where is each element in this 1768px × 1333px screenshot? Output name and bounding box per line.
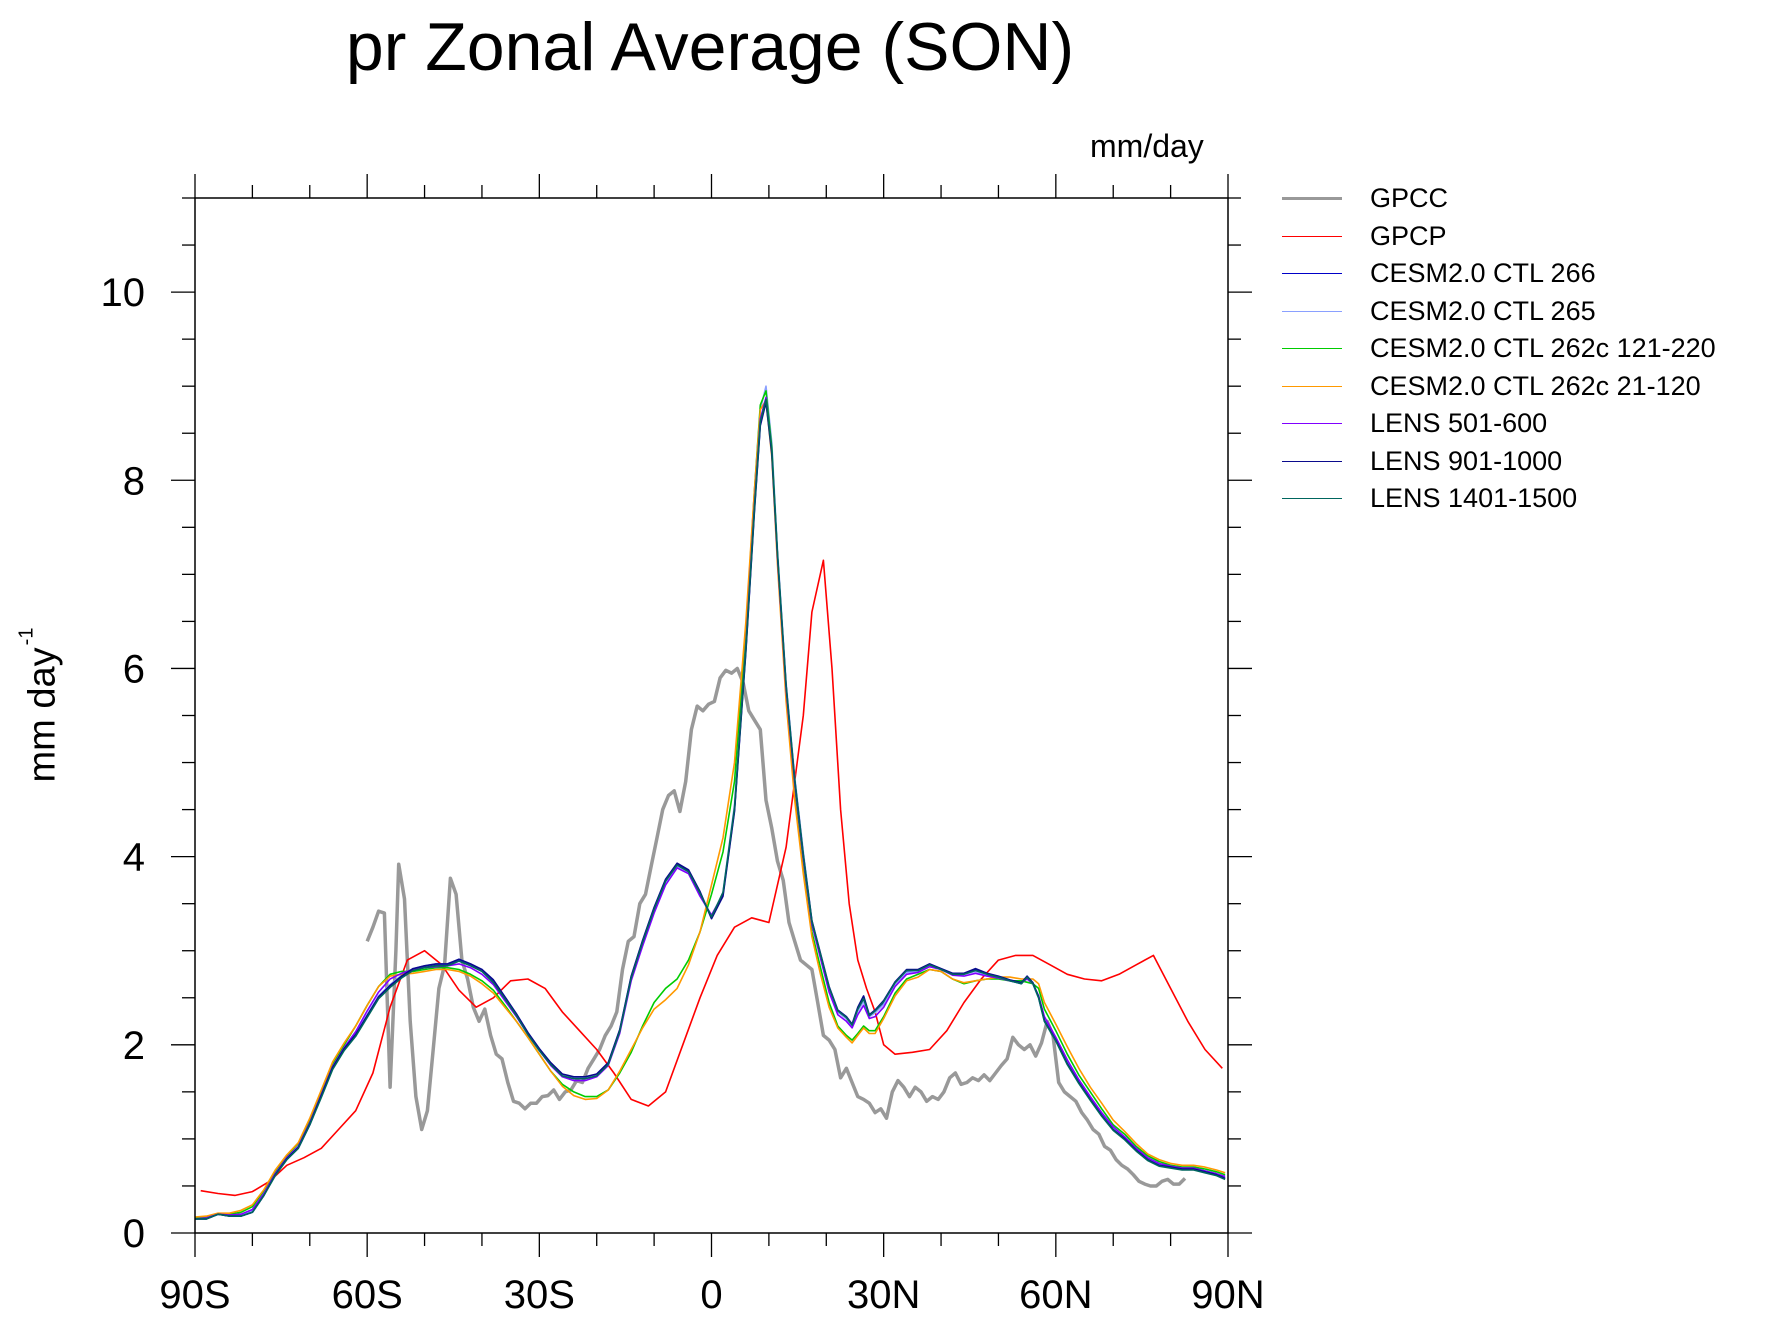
series-line-lens-1401-1500: [195, 398, 1226, 1220]
legend-label: GPCP: [1370, 220, 1447, 251]
series-line-cesm2-0-ctl-265: [195, 385, 1226, 1219]
y-tick-label: 8: [123, 459, 145, 503]
legend-label: LENS 501-600: [1370, 408, 1548, 439]
plot-frame: [194, 197, 1229, 1234]
y-tick-label: 4: [123, 836, 145, 880]
x-tick-label: 90N: [1191, 1273, 1264, 1317]
series-line-cesm2-0-ctl-262c-21-120: [194, 399, 1226, 1218]
legend-swatch: [1282, 273, 1342, 275]
x-tick-label: 30S: [504, 1273, 575, 1317]
legend-item: GPCP: [1282, 218, 1716, 256]
x-tick-label: 60N: [1019, 1273, 1092, 1317]
legend-label: LENS 901-1000: [1370, 445, 1563, 476]
series-layer: [194, 385, 1226, 1220]
legend-swatch: [1282, 423, 1342, 425]
legend-item: CESM2.0 CTL 265: [1282, 293, 1716, 331]
legend-item: LENS 501-600: [1282, 405, 1716, 443]
series-line-gpcp: [200, 559, 1223, 1197]
legend-item: GPCC: [1282, 180, 1716, 218]
series-line-gpcc: [365, 666, 1187, 1188]
legend-label: GPCC: [1370, 183, 1449, 214]
x-tick-label: 90S: [159, 1273, 230, 1317]
legend-label: CESM2.0 CTL 266: [1370, 258, 1596, 289]
legend-label: CESM2.0 CTL 262c 121-220: [1370, 333, 1716, 364]
legend-swatch: [1282, 235, 1342, 237]
legend-swatch: [1282, 460, 1342, 462]
legend-item: LENS 1401-1500: [1282, 480, 1716, 518]
legend-label: CESM2.0 CTL 265: [1370, 295, 1596, 326]
x-tick-label: 60S: [332, 1273, 403, 1317]
chart-title: pr Zonal Average (SON): [345, 9, 1075, 85]
y-tick-label: 2: [123, 1024, 145, 1068]
legend-item: CESM2.0 CTL 262c 21-120: [1282, 368, 1716, 406]
units-label: mm/day: [1090, 128, 1204, 164]
legend-swatch: [1282, 197, 1342, 201]
legend-label: CESM2.0 CTL 262c 21-120: [1370, 370, 1701, 401]
y-tick-label: 10: [101, 271, 146, 315]
legend-label: LENS 1401-1500: [1370, 483, 1578, 514]
axis-ticks: [171, 174, 1252, 1257]
legend-swatch: [1282, 498, 1342, 500]
legend-item: CESM2.0 CTL 266: [1282, 255, 1716, 293]
legend-item: CESM2.0 CTL 262c 121-220: [1282, 330, 1716, 368]
legend-swatch: [1282, 310, 1342, 312]
legend: GPCC GPCP CESM2.0 CTL 266 CESM2.0 CTL 265 CE…: [1282, 180, 1716, 518]
x-tick-label: 0: [700, 1273, 722, 1317]
legend-swatch: [1282, 385, 1342, 387]
legend-item: LENS 901-1000: [1282, 443, 1716, 481]
y-tick-label: 6: [123, 647, 145, 691]
x-tick-label: 30N: [847, 1273, 920, 1317]
series-line-cesm2-0-ctl-262c-121-220: [194, 390, 1226, 1219]
y-tick-label: 0: [123, 1212, 145, 1256]
tick-labels: 90S 60S 30S 0 30N 60N 90N 0 2 4 6 8 10: [101, 271, 1265, 1317]
legend-swatch: [1282, 348, 1342, 350]
